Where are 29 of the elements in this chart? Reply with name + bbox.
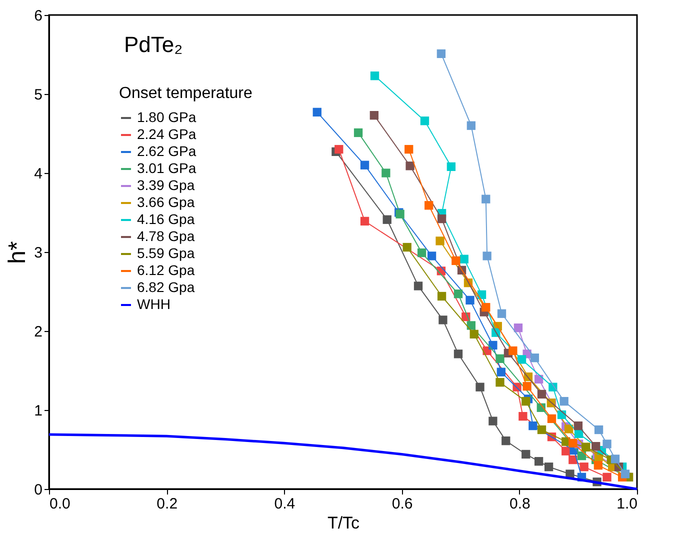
x-tick-label: 0.0 bbox=[50, 496, 70, 512]
y-tick-label: 2 bbox=[34, 324, 42, 340]
y-axis-title: h* bbox=[4, 241, 32, 264]
x-tick-label: 0.6 bbox=[392, 496, 413, 512]
y-tick-label: 6 bbox=[34, 8, 42, 24]
x-tick-label: 0.8 bbox=[509, 496, 530, 512]
legend-title: Onset temperature bbox=[119, 85, 252, 102]
legend-label: 1.80 GPa bbox=[137, 109, 196, 125]
legend-label: 4.16 Gpa bbox=[137, 211, 195, 227]
y-tick-label: 3 bbox=[34, 244, 42, 262]
x-tick-label: 0.2 bbox=[156, 496, 178, 512]
y-tick-label: 4 bbox=[34, 166, 42, 182]
legend-label: 6.12 Gpa bbox=[137, 262, 195, 278]
legend-label: 2.62 GPa bbox=[137, 143, 196, 159]
y-tick-label: 0 bbox=[34, 482, 42, 498]
y-tick-label: 1 bbox=[34, 402, 42, 420]
legend-label: 3.01 GPa bbox=[137, 160, 196, 176]
annotation: PdTe₂ bbox=[124, 32, 183, 57]
legend-label: WHH bbox=[137, 296, 170, 312]
legend-label: 3.66 Gpa bbox=[137, 194, 195, 210]
legend-label: 5.59 Gpa bbox=[137, 245, 195, 261]
x-tick-label: 1.0 bbox=[616, 496, 638, 512]
x-axis-title: T/Tc bbox=[327, 514, 360, 532]
x-tick-label: 0.4 bbox=[274, 496, 296, 512]
legend-label: 4.78 Gpa bbox=[137, 228, 195, 244]
legend-label: 2.24 GPa bbox=[137, 126, 196, 142]
y-tick-label: 5 bbox=[34, 86, 42, 104]
legend-label: 6.82 Gpa bbox=[137, 279, 195, 295]
legend-label: 3.39 Gpa bbox=[137, 177, 195, 193]
